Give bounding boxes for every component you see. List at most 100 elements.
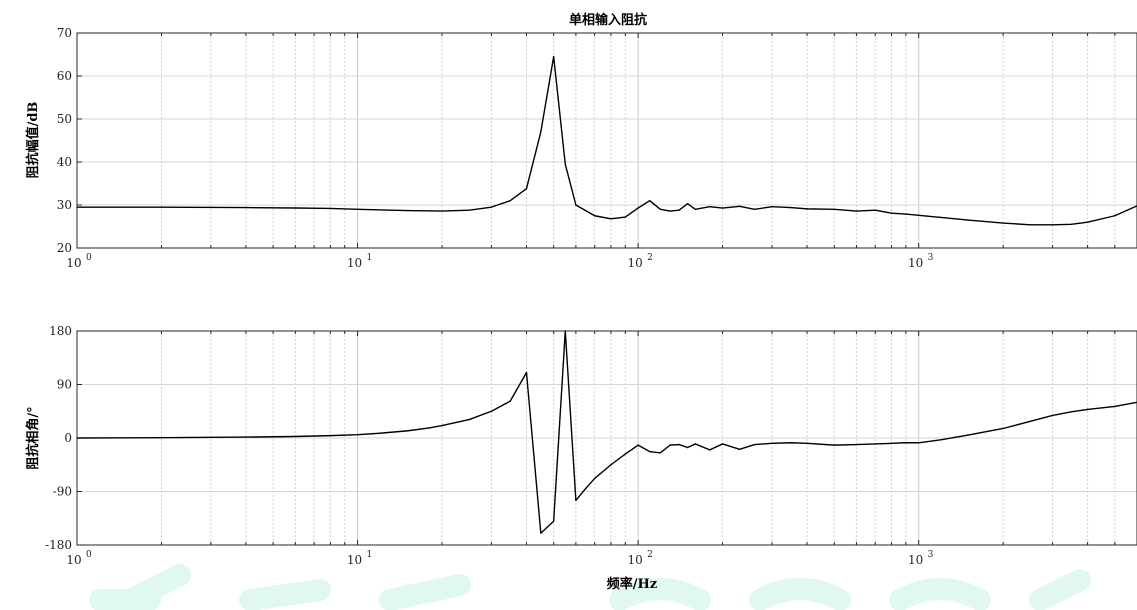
data-point [294,435,297,438]
y-tick-label: 30 [57,198,72,212]
data-point [468,209,470,211]
data-point [1051,414,1054,417]
y-tick-label: 0 [64,431,72,445]
data-point [637,444,639,446]
chart-title: 单相输入阻抗 [569,12,647,28]
x-tick-exponent: 1 [367,550,373,560]
x-tick-exponent: 3 [928,253,934,263]
phase-series [76,330,1137,534]
x-tick-label: 10 [347,553,362,567]
data-point [659,452,662,454]
data-point [709,449,711,451]
y-tick-label: -180 [45,538,72,552]
data-point [245,436,247,438]
data-point [694,443,697,445]
x-tick-exponent: 2 [647,550,653,560]
data-point [771,206,773,208]
x-tick-exponent: 0 [86,253,92,263]
data-point [509,200,511,202]
data-point [1002,222,1004,224]
data-point [806,208,808,210]
x-tick-label: 10 [627,553,642,567]
data-point [806,442,808,445]
x-tick-exponent: 1 [367,253,373,263]
data-point [833,444,835,446]
y-tick-label: 50 [57,112,72,126]
data-point [624,453,626,455]
data-point [669,444,671,446]
data-point [406,430,408,432]
data-point [669,210,671,212]
x-tick-label: 10 [66,256,81,270]
data-point [1086,408,1089,411]
data-point [1114,405,1116,408]
data-point [356,208,359,210]
data-point [245,206,247,209]
data-point [490,410,493,412]
data-point [709,206,711,208]
x-tick-exponent: 3 [928,550,934,560]
data-point [610,464,612,466]
data-point [564,163,566,165]
y-tick-label: 180 [49,324,72,338]
data-point [721,443,724,445]
data-point [593,215,596,217]
data-point [649,200,651,202]
data-point [753,443,756,446]
data-point [637,207,639,209]
data-point [790,206,792,209]
data-point [575,204,577,206]
data-point [329,434,332,437]
magnitude-y-label: 阻抗幅值/dB [25,102,41,179]
y-tick-label: 20 [57,241,72,255]
data-point [678,209,680,211]
data-point [1002,427,1004,430]
x-tick-exponent: 2 [647,253,653,263]
magnitude-line [77,55,1137,226]
data-point [967,434,969,436]
data-point [874,209,876,211]
data-point [160,206,163,208]
data-point [610,218,612,220]
data-point [356,434,359,436]
magnitude-series [76,55,1137,226]
y-tick-label: 60 [57,69,72,83]
data-point [406,209,408,212]
data-point [294,207,297,209]
data-point [468,418,470,421]
data-point [160,437,163,439]
data-point [790,442,792,444]
data-point [379,432,381,434]
data-point [552,520,555,522]
data-point [428,427,430,429]
data-point [890,442,893,445]
data-point [905,442,907,444]
data-point [552,55,555,58]
x-tick-label: 10 [347,256,362,270]
y-tick-label: -90 [53,485,72,499]
data-point [1070,411,1073,413]
magnitude-plot-frame [76,32,1137,249]
data-point [940,439,942,441]
magnitude-y-ticks: 20 30 40 50 60 70 [57,26,82,255]
y-tick-label: 90 [57,378,72,392]
data-point [771,442,773,445]
data-point [890,212,893,214]
data-point [490,206,493,208]
data-point [509,400,511,402]
data-point [540,131,542,133]
x-tick-label: 10 [908,256,923,270]
data-point [1051,224,1054,226]
magnitude-grid [76,33,1137,248]
data-point [659,208,662,210]
data-point [1029,420,1032,423]
magnitude-plot: 20 30 40 50 60 70 10 0 10 1 10 2 10 3 阻抗幅值/dB [25,26,1137,270]
data-point [441,210,443,212]
data-point [575,499,577,502]
magnitude-x-ticks: 10 0 10 1 10 2 10 3 [66,33,1137,270]
data-point [441,424,443,427]
magnitude-plot-area [77,33,1137,248]
watermark [89,564,1091,610]
data-point [593,477,596,480]
